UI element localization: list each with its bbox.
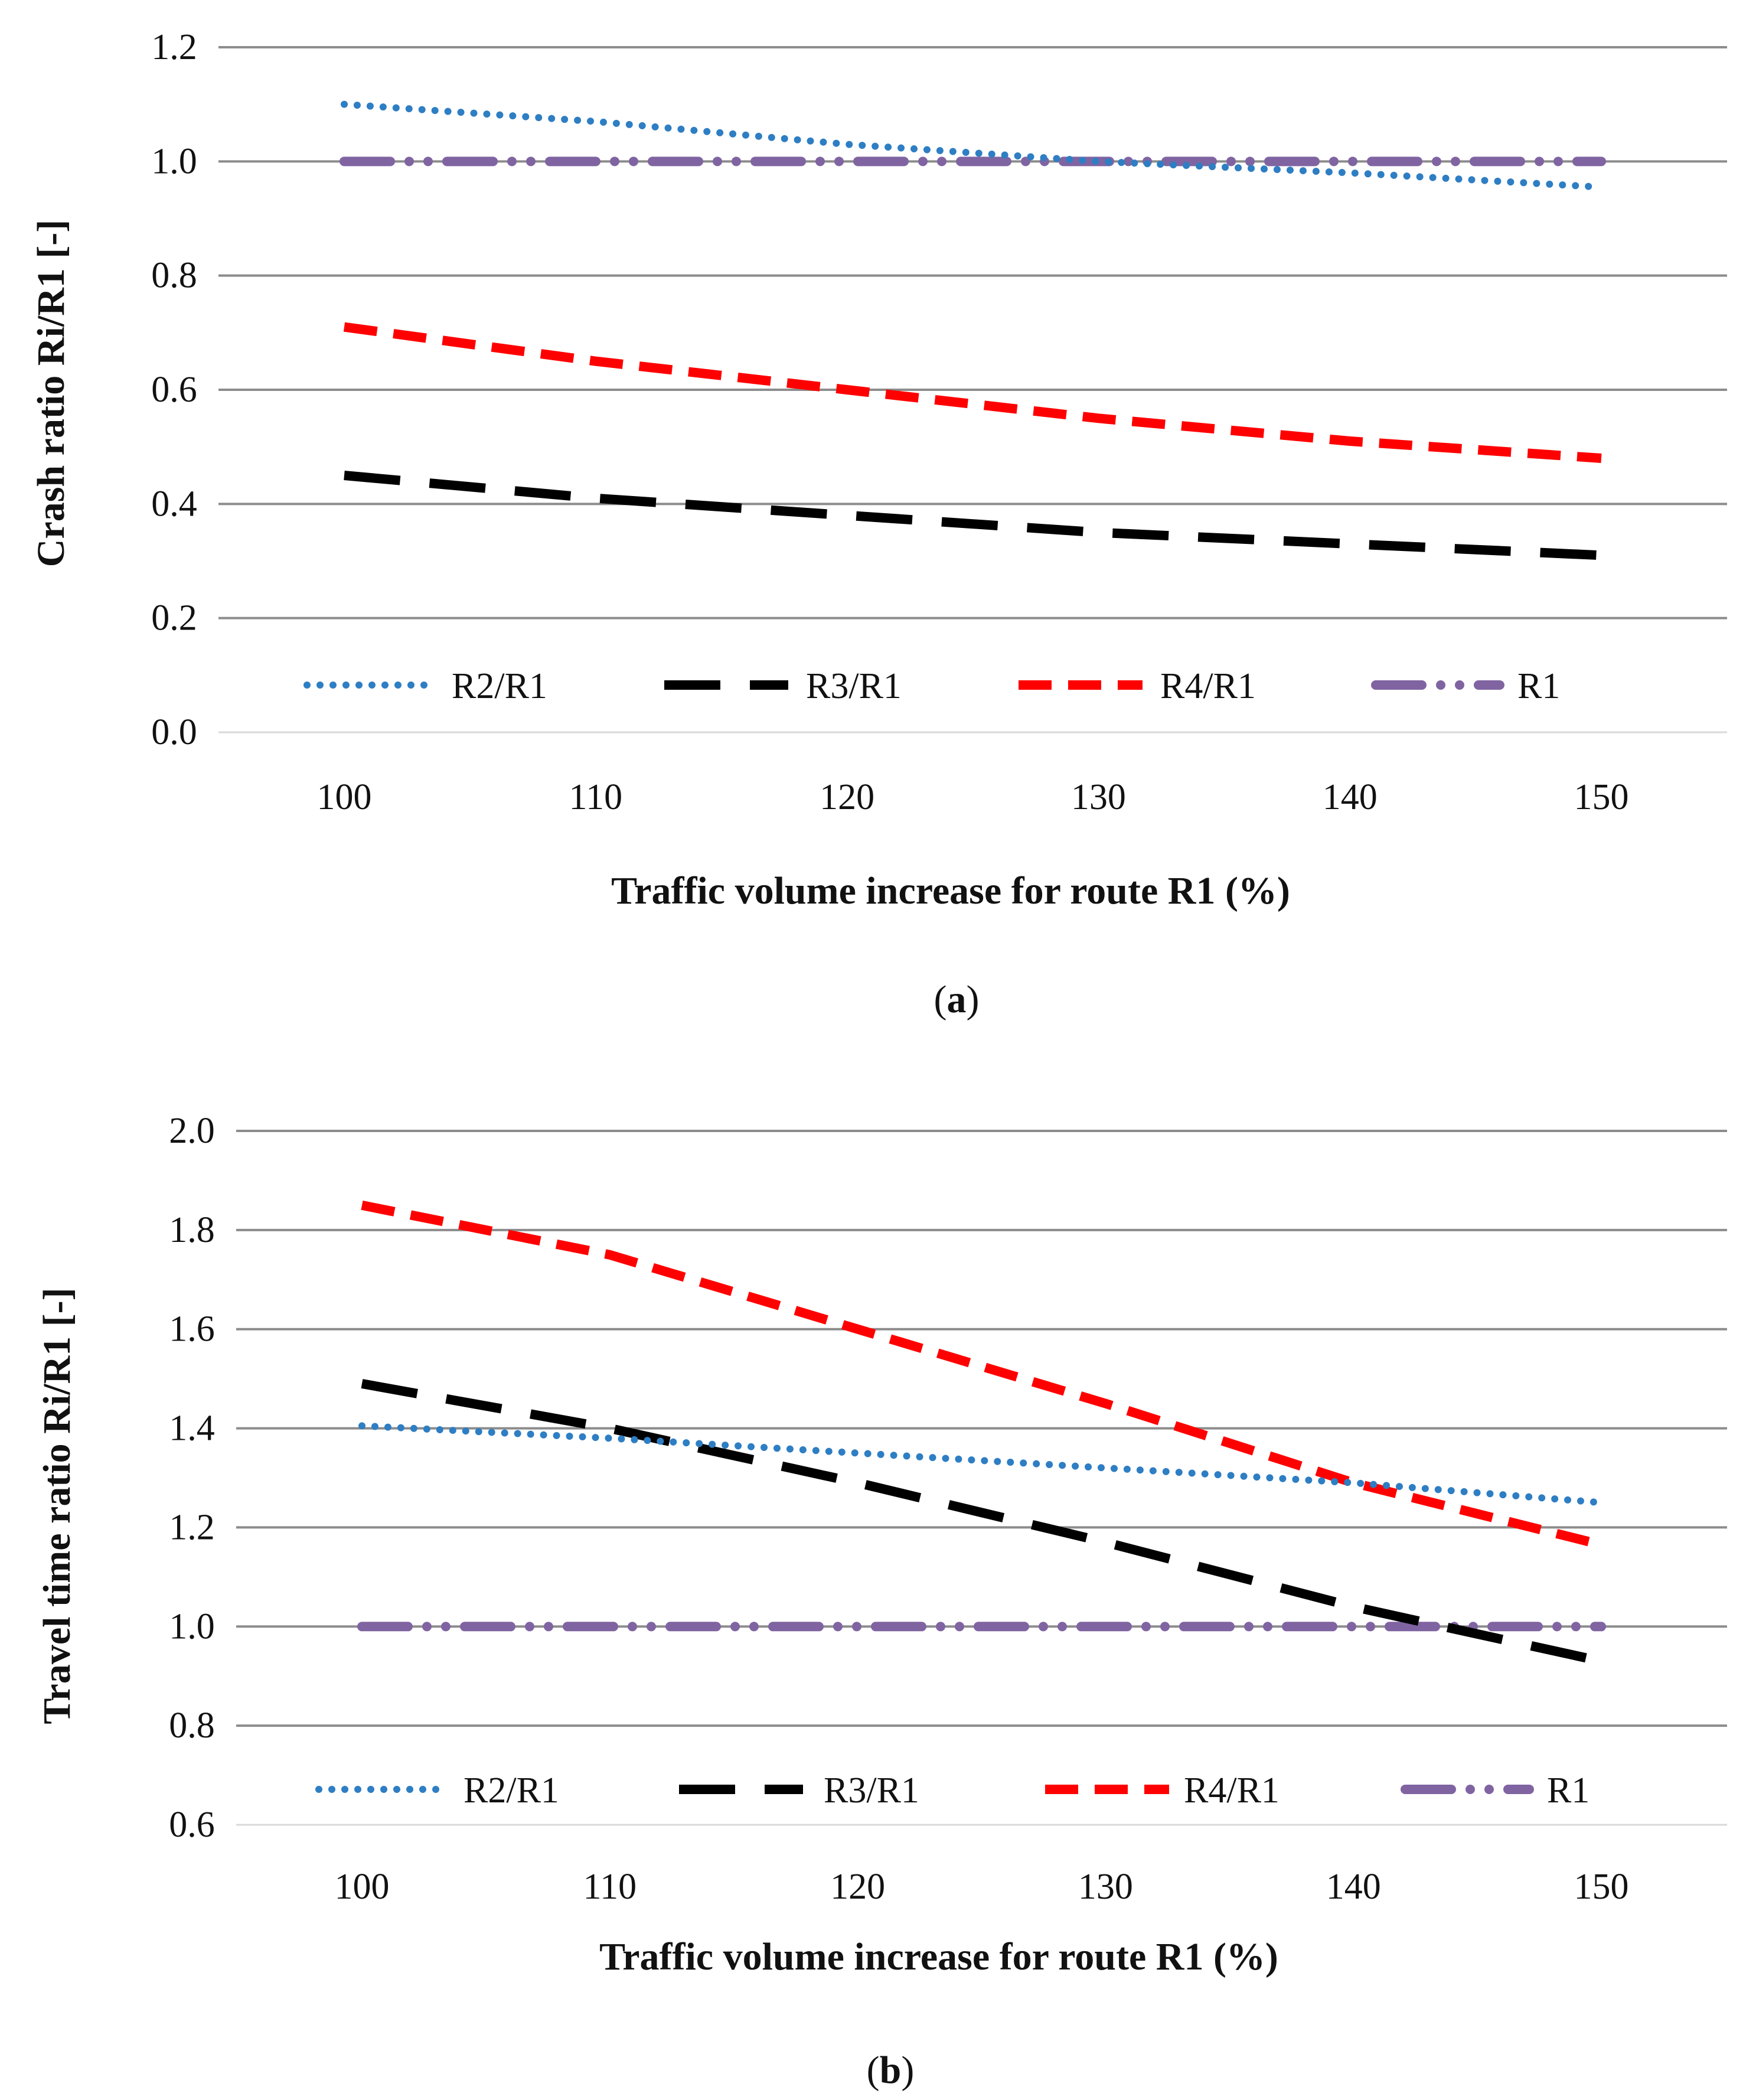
b-y-tick-label: 1.8 <box>169 1210 215 1250</box>
b-x-tick-label: 100 <box>335 1867 390 1907</box>
b-y-tick-label: 1.0 <box>169 1606 215 1646</box>
b-x-tick-label: 130 <box>1078 1867 1133 1907</box>
b-legend-label-r3-r1: R3/R1 <box>824 1770 919 1811</box>
b-legend-label-r2-r1: R2/R1 <box>464 1770 559 1811</box>
b-y-tick-labels: 0.6 0.8 1.0 1.2 1.4 1.6 1.8 2.0 <box>169 1111 215 1845</box>
a-x-tick-label: 110 <box>569 777 622 817</box>
b-x-tick-labels: 100 110 120 130 140 150 <box>335 1867 1629 1907</box>
a-y-tick-label: 0.4 <box>151 484 197 524</box>
b-series-lines <box>357 1201 1606 1666</box>
b-y-tick-label: 1.2 <box>169 1507 215 1547</box>
a-y-tick-label: 1.2 <box>151 27 197 67</box>
b-y-tick-label: 0.8 <box>169 1706 215 1746</box>
b-x-axis-title: Traffic volume increase for route R1 (%) <box>599 1935 1278 1978</box>
b-panel-caption: (b) <box>867 2049 915 2092</box>
a-series-r4-r1-line <box>343 322 1602 463</box>
a-series-r2-r1-line <box>341 100 1605 191</box>
b-series-r2-r1-line <box>358 1422 1605 1506</box>
a-legend-label-r3-r1: R3/R1 <box>806 666 902 706</box>
a-legend-label-r1: R1 <box>1517 666 1560 706</box>
a-x-tick-label: 150 <box>1574 777 1629 817</box>
b-series-r4-r1-line <box>361 1201 1602 1550</box>
b-y-tick-label: 1.6 <box>169 1309 215 1349</box>
panel-b-travel-time-ratio-chart: 0.6 0.8 1.0 1.2 1.4 1.6 1.8 2.0 100 110 120 130 140… <box>35 1111 1727 2092</box>
a-series-lines <box>340 100 1606 560</box>
a-y-tick-label: 0.6 <box>151 370 197 410</box>
a-x-tick-label: 100 <box>317 777 372 817</box>
a-legend: R2/R1 R3/R1 R4/R1 R1 <box>303 666 1560 706</box>
a-panel-caption: (a) <box>934 978 980 1021</box>
b-y-axis-title: Travel time ratio Ri/R1 [-] <box>35 1287 79 1724</box>
panel-a-crash-ratio-chart: 0.0 0.2 0.4 0.6 0.8 1.0 1.2 100 110 120 130 140 150… <box>30 27 1727 1021</box>
a-x-tick-label: 130 <box>1071 777 1126 817</box>
a-x-axis-title: Traffic volume increase for route R1 (%) <box>611 869 1290 912</box>
a-y-tick-label: 0.0 <box>151 712 197 752</box>
a-y-tick-label: 0.8 <box>151 256 197 296</box>
b-gridlines <box>236 1130 1727 1826</box>
a-gridlines <box>218 46 1727 733</box>
b-legend: R2/R1 R3/R1 R4/R1 R1 <box>315 1770 1589 1811</box>
a-legend-label-r2-r1: R2/R1 <box>452 666 547 706</box>
a-y-tick-label: 0.2 <box>151 598 197 638</box>
a-series-r3-r1-line <box>344 471 1602 560</box>
b-y-tick-label: 0.6 <box>169 1805 215 1845</box>
b-series-r3-r1-line <box>361 1379 1602 1666</box>
b-y-tick-label: 2.0 <box>169 1111 215 1151</box>
a-y-axis-title: Crash ratio Ri/R1 [-] <box>30 220 73 567</box>
a-y-tick-labels: 0.0 0.2 0.4 0.6 0.8 1.0 1.2 <box>151 27 197 752</box>
a-x-tick-label: 140 <box>1323 777 1378 817</box>
b-legend-label-r1: R1 <box>1547 1770 1589 1811</box>
a-x-tick-labels: 100 110 120 130 140 150 <box>317 777 1629 817</box>
a-y-tick-label: 1.0 <box>151 141 197 181</box>
b-legend-label-r4-r1: R4/R1 <box>1184 1770 1280 1811</box>
b-x-tick-label: 150 <box>1574 1867 1629 1907</box>
b-y-tick-label: 1.4 <box>169 1408 215 1449</box>
a-legend-label-r4-r1: R4/R1 <box>1160 666 1256 706</box>
b-x-tick-label: 110 <box>583 1867 637 1907</box>
b-x-tick-label: 140 <box>1326 1867 1381 1907</box>
b-x-tick-label: 120 <box>830 1867 885 1907</box>
a-x-tick-label: 120 <box>820 777 874 817</box>
